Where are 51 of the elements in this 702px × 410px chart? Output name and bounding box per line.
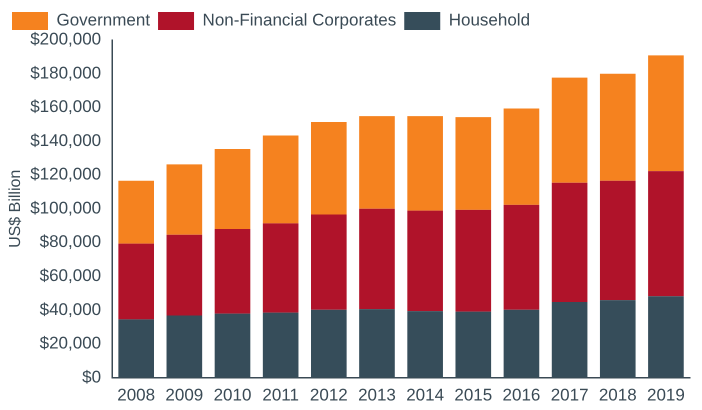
y-tick-label: $120,000	[30, 164, 102, 184]
y-tick-label: $140,000	[30, 130, 102, 150]
x-tick-label: 2014	[406, 385, 444, 404]
bar	[552, 182, 588, 302]
x-tick-label: 2010	[214, 385, 252, 404]
bar	[407, 116, 443, 211]
legend-label: Household	[448, 10, 530, 30]
y-tick-label: $0	[82, 367, 102, 386]
bar	[262, 223, 298, 313]
bar	[455, 117, 492, 210]
x-tick-label: 2009	[165, 385, 204, 404]
x-tick-label: 2012	[310, 385, 348, 404]
bar	[504, 108, 540, 205]
bar	[311, 122, 347, 215]
x-tick-label: 2017	[550, 385, 589, 404]
bar	[118, 244, 154, 320]
bar	[600, 180, 636, 300]
bar	[311, 214, 347, 310]
x-tick-label: 2015	[454, 385, 492, 404]
x-tick-label: 2019	[647, 385, 685, 404]
bar	[648, 55, 684, 172]
bar	[455, 210, 492, 312]
legend-label: Non-Financial Corporates	[202, 10, 396, 30]
y-tick-label: $80,000	[40, 232, 102, 252]
bar	[648, 171, 684, 296]
y-tick-label: $40,000	[40, 300, 102, 319]
bar	[600, 74, 636, 181]
x-tick-label: 2011	[262, 385, 299, 404]
bar	[359, 116, 395, 209]
y-tick-label: $100,000	[30, 198, 102, 218]
y-tick-label: $20,000	[40, 334, 102, 353]
bar	[407, 210, 443, 312]
bar	[166, 234, 202, 316]
bar	[214, 149, 250, 230]
y-tick-label: $160,000	[30, 97, 102, 116]
legend-label: Government	[56, 10, 150, 30]
bar	[214, 229, 250, 314]
bar	[552, 78, 588, 183]
y-axis-title: US$ Billion	[7, 170, 24, 248]
bar	[262, 136, 298, 224]
y-tick-label: $60,000	[40, 266, 102, 286]
x-tick-label: 2016	[502, 385, 540, 404]
x-tick-label: 2008	[117, 385, 156, 404]
bar	[504, 204, 540, 310]
bar	[118, 180, 154, 244]
x-tick-label: 2018	[598, 385, 637, 404]
bar	[359, 208, 395, 310]
bar	[166, 164, 202, 235]
y-tick-label: $180,000	[30, 63, 102, 82]
x-tick-label: 2013	[358, 385, 396, 404]
y-tick-label: $200,000	[30, 30, 102, 49]
